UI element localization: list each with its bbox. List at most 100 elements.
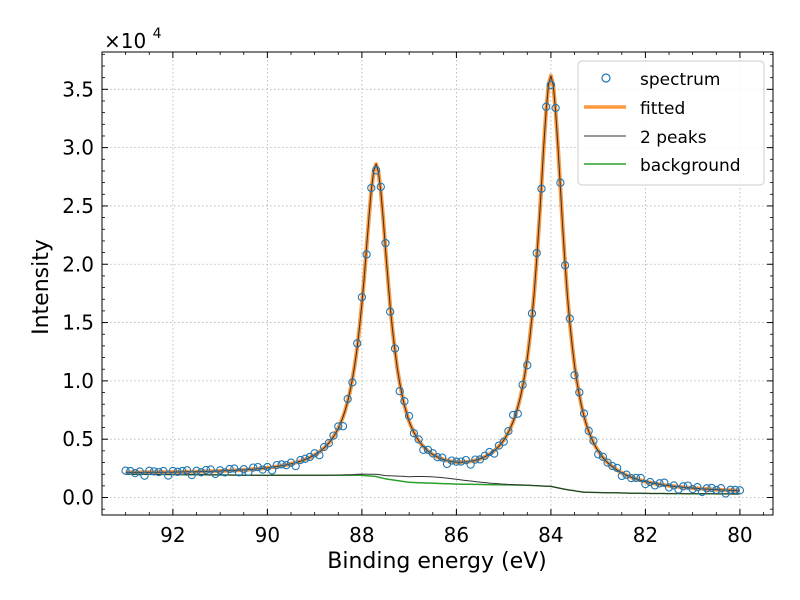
spectrum-point — [475, 455, 485, 464]
y-tick-label: 0.0 — [62, 486, 94, 510]
spectrum-point — [655, 479, 664, 488]
spectrum-point — [683, 481, 693, 490]
spectrum-point — [641, 479, 650, 489]
spectrum-point — [664, 483, 674, 492]
spectrum-point — [523, 361, 532, 370]
spectrum-point — [660, 478, 669, 487]
legend-box — [577, 60, 765, 186]
spectrum-point — [329, 431, 338, 440]
spectrum-point — [532, 248, 541, 258]
spectrum-point — [272, 460, 281, 470]
spectrum-point — [230, 464, 239, 473]
spectrum-point — [305, 452, 315, 462]
spectrum-point — [594, 450, 603, 459]
spectrum-point — [570, 371, 579, 380]
spectrum-point — [674, 485, 683, 494]
spectrum-point — [353, 339, 362, 348]
spectrum-point — [631, 473, 641, 483]
spectrum-point — [173, 467, 182, 476]
spectrum-point — [296, 455, 305, 465]
spectrum-point — [598, 452, 608, 461]
spectrum-point — [409, 429, 419, 438]
y-tick-label: 3.0 — [62, 136, 94, 160]
spectrum-point — [178, 466, 187, 476]
spectrum-point — [395, 387, 404, 396]
spectrum-point — [419, 445, 428, 454]
spectrum-point — [494, 441, 504, 450]
x-tick-label: 84 — [538, 523, 563, 547]
spectrum-point — [442, 459, 452, 469]
spectrum-point — [518, 380, 527, 389]
spectrum-point — [617, 471, 626, 481]
y-multiplier-exponent: 4 — [153, 26, 162, 42]
spectrum-point — [220, 468, 230, 477]
legend-label-background: background — [640, 156, 741, 176]
x-tick-label: 80 — [727, 523, 752, 547]
spectrum-point — [584, 426, 593, 435]
spectrum-point — [357, 293, 367, 302]
spectrum-point — [575, 388, 584, 397]
spectrum-point — [693, 483, 702, 492]
spectrum-point — [466, 460, 475, 469]
y-tick-label: 0.5 — [62, 427, 94, 451]
spectrum-point — [135, 467, 144, 476]
spectrum-point — [471, 455, 480, 464]
spectrum-point — [201, 465, 211, 475]
spectrum-point — [438, 453, 447, 462]
spectrum-point — [400, 397, 409, 406]
y-tick-label: 2.5 — [62, 194, 94, 218]
legend-label-fitted: fitted — [640, 99, 685, 119]
x-tick-label: 86 — [444, 523, 469, 547]
spectrum-point — [622, 470, 631, 479]
spectrum-point — [168, 466, 178, 476]
spectrum-point — [546, 80, 556, 90]
spectrum-point — [140, 471, 149, 480]
x-tick-label: 82 — [633, 523, 658, 547]
y-axis-multiplier: ×10 4 — [104, 26, 162, 53]
spectrum-point — [126, 466, 135, 476]
spectrum-point — [404, 411, 414, 421]
spectrum-point — [386, 307, 395, 316]
spectrum-point — [258, 465, 267, 474]
spectrum-point — [154, 467, 163, 477]
spectrum-point — [277, 460, 286, 469]
x-tick-label: 88 — [349, 523, 374, 547]
legend-label-2-peaks: 2 peaks — [640, 128, 707, 148]
spectrum-point — [645, 477, 655, 487]
spectrum-point — [603, 458, 612, 467]
spectrum-point — [513, 409, 522, 418]
legend-marker-spectrum — [601, 73, 611, 83]
spectrum-point — [579, 409, 589, 418]
spectrum-point — [390, 344, 400, 353]
spectrum-point — [452, 457, 461, 466]
spectrum-point — [206, 465, 215, 474]
x-tick-label: 90 — [255, 523, 280, 547]
spectrum-point — [371, 166, 381, 175]
y-axis-label: Intensity — [29, 239, 54, 335]
spectrum-point — [334, 422, 343, 431]
spectrum-point — [612, 463, 622, 473]
spectrum-point — [669, 481, 678, 490]
spectrum-point — [556, 178, 565, 187]
spectrum-point — [636, 473, 645, 483]
x-tick-label: 92 — [160, 523, 185, 547]
legend-label-spectrum: spectrum — [640, 70, 720, 90]
spectrum-point — [253, 462, 263, 472]
spectrum-point — [461, 455, 471, 465]
y-tick-label: 1.5 — [62, 311, 94, 335]
spectrum-point — [338, 422, 348, 431]
spectrum-point — [301, 454, 310, 463]
spectrum-point — [542, 102, 551, 111]
spectrum-point — [716, 484, 726, 493]
axis-ticks: 92 90 88 86 84 82 80 0.0 0.5 1.0 1.5 2.0 2.5 3.0 3.5 — [62, 52, 773, 547]
spectrum-point — [504, 426, 513, 436]
spectrum-point — [707, 483, 716, 493]
spectrum-point — [697, 487, 707, 497]
plot-frame — [101, 51, 774, 516]
spectrum-point — [721, 489, 730, 498]
spectrum-point — [589, 436, 598, 445]
legend: spectrum fitted 2 peaks background — [577, 60, 765, 186]
y-multiplier-base: ×10 — [104, 29, 146, 53]
y-tick-label: 1.0 — [62, 369, 94, 393]
